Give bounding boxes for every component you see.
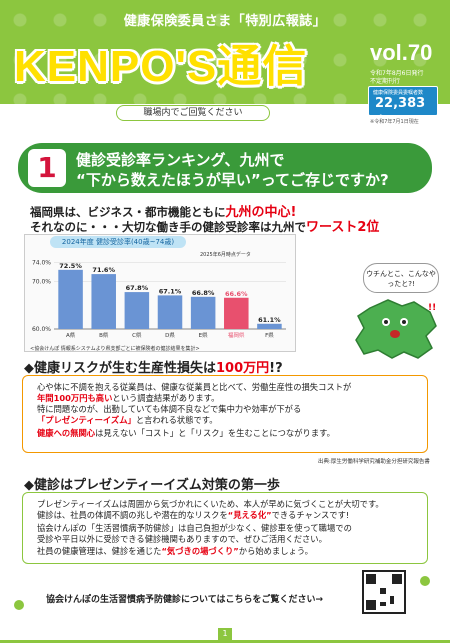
productivity-loss-box: 心や体に不調を抱える従業員は、健康な従業員と比べて、労働生産性の損失コストが 年… [22,375,428,453]
chart-bar [157,295,183,329]
intro-line1: 福岡県は、ビジネス・都市機能ともに九州の中心! [30,205,297,220]
page-number: 1 [218,628,232,640]
bar-value-label: 61.1% [258,316,281,324]
y-tick-label: 74.0% [32,260,51,267]
intro-line2: それなのに・・・大切な働き手の健診受診率は九州でワースト2位 [30,220,380,235]
step-text-line: プレゼンティーイズムは周囲から気づかれにくいため、本人が早めに気づくことが大切で… [37,499,384,509]
section1-title-line2: “下から数えたほうが早い”ってご存じですか? [76,171,389,189]
svg-text:!!: !! [428,303,436,313]
bar-value-label: 67.8% [126,284,149,292]
loss-text-line: 特に問題なのが、出勤していても体調不良などで集中力や効率が下がる [37,404,302,414]
issue-date: 令和7年8月6日発行 [370,70,424,77]
step-text-line: 受診や平日以外に受診できる健診機関もありますので、ぜひご活用ください。 [37,534,327,544]
bar-value-label: 66.6% [225,290,248,298]
chart-title: 2024年度 健診受診率(40歳~74歳) [50,236,186,248]
category-label: 福岡県 [228,331,245,339]
category-label: A県 [66,332,76,339]
category-label: D県 [165,332,175,339]
header-subhead: 健康保険委員さま「特別広報誌」 [123,14,327,29]
chart-bar [124,292,150,329]
chart-bar [91,274,116,329]
step-text-line: 健診は、社員の体調不調の兆しや潜在的なリスクを“見える化”できるチャンスです! [37,510,350,520]
chart-bar [190,296,216,329]
y-tick-label: 60.0% [32,326,51,333]
member-count-note: ※令和7年7月1日現在 [370,119,419,125]
bar-value-label: 66.8% [192,289,215,297]
checkup-link-text[interactable]: 協会けんぽの生活習慣病予防健診についてはこちらをご覧ください→ [46,595,324,605]
loss-text-line: 「プレゼンティーイズム」と言われる状態です。 [37,415,218,425]
first-step-box: プレゼンティーイズムは周囲から気づかれにくいため、本人が早めに気づくことが大切で… [22,492,428,564]
loss-text-line: 心や体に不調を抱える従業員は、健康な従業員と比べて、労働生産性の損失コストが [37,382,352,392]
category-label: E県 [199,332,208,339]
speech-bubble: ウチんとこ、こんなやったと?! [363,263,439,293]
section2-heading: ◆健康リスクが生む生産性損失は100万円!? [24,361,283,376]
loss-text-line: 健康への無関心は見えない「コスト」と「リスク」を生むことにつながります。 [37,428,335,438]
decorative-dot [420,576,430,586]
qr-code[interactable] [362,570,406,614]
section3-heading: ◆健診はプレゼンティーイズム対策の第一歩 [24,478,280,493]
category-label: F県 [265,332,274,339]
decorative-dot [14,600,24,610]
chart-bar [257,323,282,329]
member-count-value: 22,383名 [375,96,426,130]
step-text-line: 社員の健康管理は、健診を通じた“気づきの場づくり”から始めましょう。 [37,546,313,556]
workplace-note: 職場内でご回覧ください [116,105,270,121]
footer-bar [0,640,450,643]
bar-value-label: 67.1% [159,287,182,295]
step-text-line: 協会けんぽの「生活習慣病予防健診」は自己負担が少なく、健診車を使って職場での [37,523,352,533]
member-count-label: 健康保険委員委嘱者数 [373,90,424,96]
category-label: C県 [132,332,142,339]
magazine-title: KENPO'S通信 [14,42,308,91]
y-tick-label: 70.0% [32,279,51,286]
bar-value-label: 71.6% [92,266,115,274]
checkup-rate-chart: 74.0% 70.0% 60.0% 72.5% A県 71.6% B県 67.8% C県 67.1… [32,260,286,339]
chart-note: <協会けんぽ 情報系システムより県支部ごとに被保険者の健診結果を集計> [30,346,200,352]
loss-text-line: 年間100万円も高いという調査結果があります。 [37,393,220,403]
source-note: 出典:厚生労働科学研究補助金分担研究報告書 [318,459,430,465]
section1-header: 1 健診受診率ランキング、九州で “下から数えたほうが早い”ってご存じですか? [18,143,432,193]
section1-title-line1: 健診受診率ランキング、九州で [76,151,285,169]
kyushu-mascot-illustration: !! [355,299,437,359]
member-count-box: 健康保険委員委嘱者数 22,383名 [368,86,438,130]
volume-number: vol.70 [370,40,433,65]
chart-bar [58,269,83,329]
bar-value-label: 72.5% [59,262,82,270]
category-label: B県 [99,332,109,339]
issue-type: 不定期刊行 [370,78,401,85]
chart-bar [224,297,249,329]
section-number-badge: 1 [28,149,66,187]
chart-caption: 2025年6月時点データ [200,252,251,258]
